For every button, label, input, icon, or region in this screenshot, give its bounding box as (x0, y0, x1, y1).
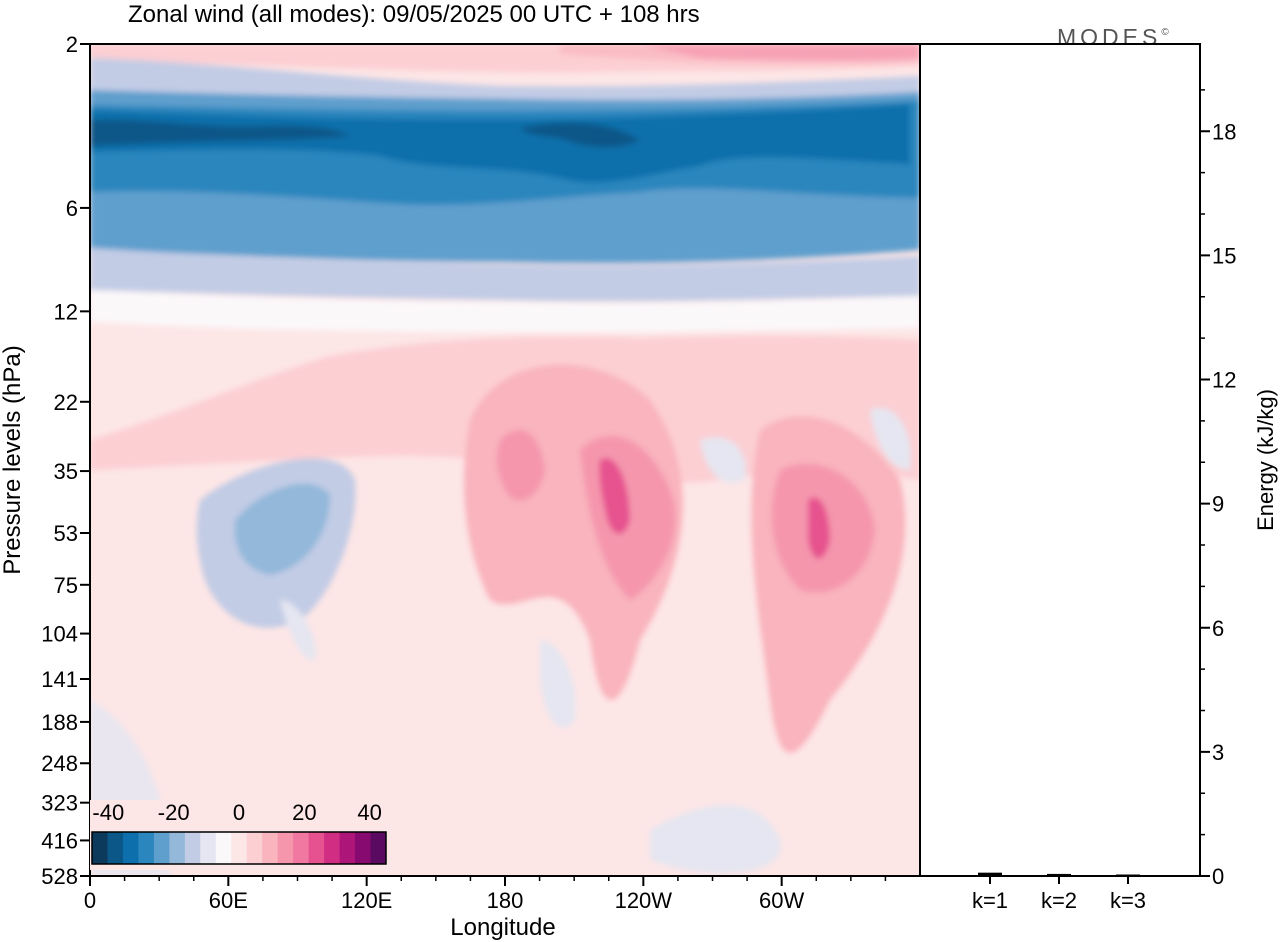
y-tick-label: 528 (41, 864, 78, 889)
band-neg-5 (90, 119, 350, 146)
easterly-tail (280, 600, 316, 661)
colorbar-swatch (138, 832, 155, 864)
colorbar-swatch (200, 832, 217, 864)
energy-category-label: k=2 (1041, 888, 1077, 913)
colorbar-swatch (293, 832, 310, 864)
colorbar-swatch (370, 832, 387, 864)
y-tick-label: 12 (54, 299, 78, 324)
colorbar-swatch (324, 832, 341, 864)
chart-title: Zonal wind (all modes): 09/05/2025 00 UT… (128, 1, 700, 28)
energy-tick-label: 15 (1212, 243, 1236, 268)
energy-bar-panel: k=1 k=2 k=3 0 3 6 9 12 15 18 Energy (kJ/kg) (919, 43, 1278, 913)
jet-1-left (496, 430, 545, 501)
band-weak-neg-1 (90, 58, 920, 103)
jet-1-core (599, 458, 630, 534)
y-tick-label: 75 (54, 573, 78, 598)
energy-tick-label: 18 (1212, 119, 1236, 144)
colorbar-frame (91, 831, 387, 865)
x-tick-label: 180 (487, 888, 524, 913)
colorbar-swatch (262, 832, 279, 864)
y-tick-label: 141 (41, 667, 78, 692)
colorbar-tick-label: 20 (292, 800, 316, 825)
y-tick-label: 104 (41, 622, 78, 647)
x-tick-label: 0 (84, 888, 96, 913)
energy-frame (919, 43, 1201, 877)
low-neg-4 (700, 437, 746, 483)
longitude-axis: 0 60E 120E 180 120W 60W (84, 876, 887, 913)
energy-category-label: k=3 (1110, 888, 1146, 913)
colorbar-swatch (308, 832, 325, 864)
low-neg-1 (540, 640, 576, 728)
band-top-mid (560, 44, 920, 64)
easterly-mid (234, 483, 330, 575)
band-neg-lower (90, 248, 920, 302)
zonal-wind-heatmap (90, 44, 920, 876)
x-tick-label: 120E (341, 888, 392, 913)
energy-axis-label: Energy (kJ/kg) (1253, 389, 1278, 531)
energy-tick-label: 12 (1212, 368, 1236, 393)
x-axis-label: Longitude (450, 914, 555, 941)
y-tick-label: 22 (54, 390, 78, 415)
energy-category-label: k=1 (972, 888, 1008, 913)
colorbar-swatch (246, 832, 263, 864)
band-near-zero (90, 290, 920, 333)
colorbar-swatch (169, 832, 186, 864)
y-tick-label: 53 (54, 521, 78, 546)
energy-tick-label: 6 (1212, 616, 1224, 641)
colorbar-swatch (231, 832, 248, 864)
energy-bar (978, 872, 1002, 876)
colorbar-swatch (184, 832, 201, 864)
y-tick-label: 188 (41, 710, 78, 735)
colorbar-swatch (215, 832, 232, 864)
pressure-axis: 2 6 12 22 35 53 75 104 141 188 248 323 416 528 (41, 32, 90, 889)
y-tick-label: 323 (41, 791, 78, 816)
energy-tick-label: 9 (1212, 492, 1224, 517)
y-tick-label: 2 (66, 32, 78, 57)
low-neg-5 (870, 408, 911, 470)
colorbar: -40 -20 0 20 40 (90, 800, 388, 870)
colorbar-tick-label: -40 (92, 800, 124, 825)
colorbar-swatch (153, 832, 170, 864)
energy-bar (1047, 873, 1071, 876)
x-tick-label: 120W (615, 888, 673, 913)
y-axis-label: Pressure levels (hPa) (0, 345, 26, 574)
x-tick-label: 60W (759, 888, 804, 913)
band-neg-5b (520, 122, 640, 148)
y-tick-label: 248 (41, 751, 78, 776)
x-tick-label: 60E (209, 888, 248, 913)
low-neg-2 (650, 805, 781, 874)
energy-tick-label: 0 (1212, 864, 1224, 889)
colorbar-swatch (277, 832, 294, 864)
band-neg-4 (90, 104, 910, 183)
energy-tick-label: 3 (1212, 740, 1224, 765)
y-tick-label: 35 (54, 459, 78, 484)
colorbar-tick-label: -20 (158, 800, 190, 825)
colorbar-swatch (122, 832, 139, 864)
y-tick-label: 416 (41, 828, 78, 853)
colorbar-swatch (107, 832, 124, 864)
colorbar-swatch (92, 832, 108, 864)
colorbar-tick-label: 0 (233, 800, 245, 825)
jet-2-core (808, 497, 830, 559)
colorbar-tick-label: 40 (357, 800, 381, 825)
energy-bar (1116, 874, 1140, 876)
colorbar-swatch (339, 832, 356, 864)
colorbar-swatch (355, 832, 372, 864)
y-tick-label: 6 (66, 196, 78, 221)
